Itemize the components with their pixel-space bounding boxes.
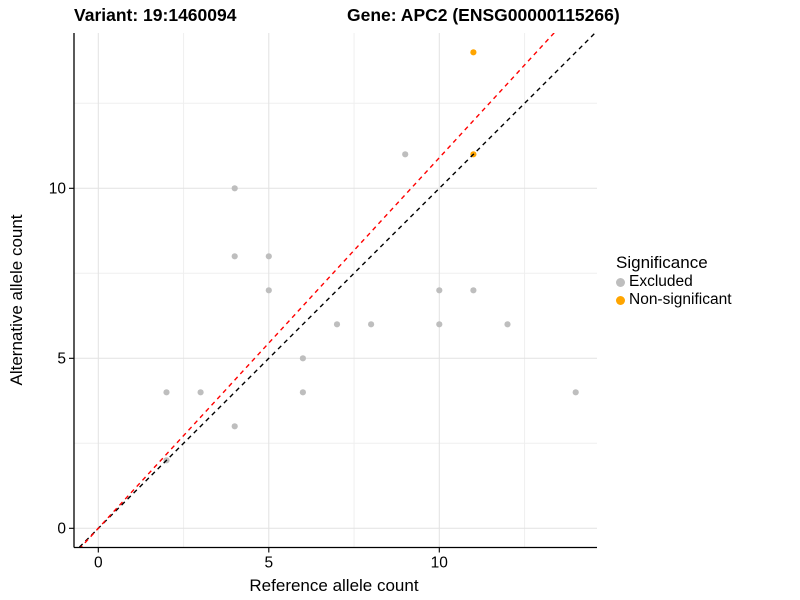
data-point-excluded	[572, 389, 579, 396]
data-point-excluded	[504, 321, 511, 328]
data-point-excluded	[299, 389, 306, 396]
gridlines-minor	[74, 33, 597, 548]
x-tick-label-0: 0	[94, 555, 103, 572]
y-axis-title: Alternative allele count	[7, 214, 26, 385]
axes	[69, 33, 597, 553]
data-point-excluded	[436, 321, 443, 328]
data-point-non-significant	[470, 49, 477, 56]
legend-item-label: Non-significant	[629, 291, 732, 308]
data-point-excluded	[231, 253, 238, 260]
legend: Significance Excluded Non-significant	[616, 252, 732, 309]
x-tick-label-5: 5	[264, 555, 273, 572]
data-point-excluded	[402, 151, 409, 158]
fit-line	[79, 33, 555, 548]
y-tick-label-0: 0	[57, 521, 66, 538]
gene-title: Gene: APC2 (ENSG00000115266)	[347, 5, 620, 25]
data-point-excluded	[265, 253, 272, 260]
gridlines-major	[74, 33, 597, 548]
identity-line	[78, 33, 597, 548]
legend-item-non-significant: Non-significant	[616, 291, 732, 309]
data-points	[163, 49, 579, 464]
data-point-excluded	[368, 321, 375, 328]
legend-title: Significance	[616, 253, 708, 272]
data-point-excluded	[470, 287, 477, 294]
data-point-excluded	[265, 287, 272, 294]
legend-item-label: Excluded	[629, 273, 693, 290]
non-significant-dot-icon	[616, 295, 625, 305]
variant-title: Variant: 19:1460094	[74, 5, 237, 25]
y-tick-label-10: 10	[49, 181, 67, 198]
data-point-excluded	[436, 287, 443, 294]
data-point-excluded	[231, 423, 238, 430]
data-point-excluded	[163, 389, 170, 396]
reference-lines	[78, 33, 597, 548]
data-point-excluded	[231, 185, 238, 192]
data-point-excluded	[333, 321, 341, 328]
data-point-excluded	[197, 389, 204, 396]
x-tick-label-10: 10	[431, 555, 449, 572]
data-point-excluded	[299, 355, 306, 362]
excluded-dot-icon	[616, 277, 625, 287]
x-axis-title: Reference allele count	[249, 576, 418, 595]
y-tick-label-5: 5	[57, 351, 66, 368]
legend-item-excluded: Excluded	[616, 273, 732, 291]
